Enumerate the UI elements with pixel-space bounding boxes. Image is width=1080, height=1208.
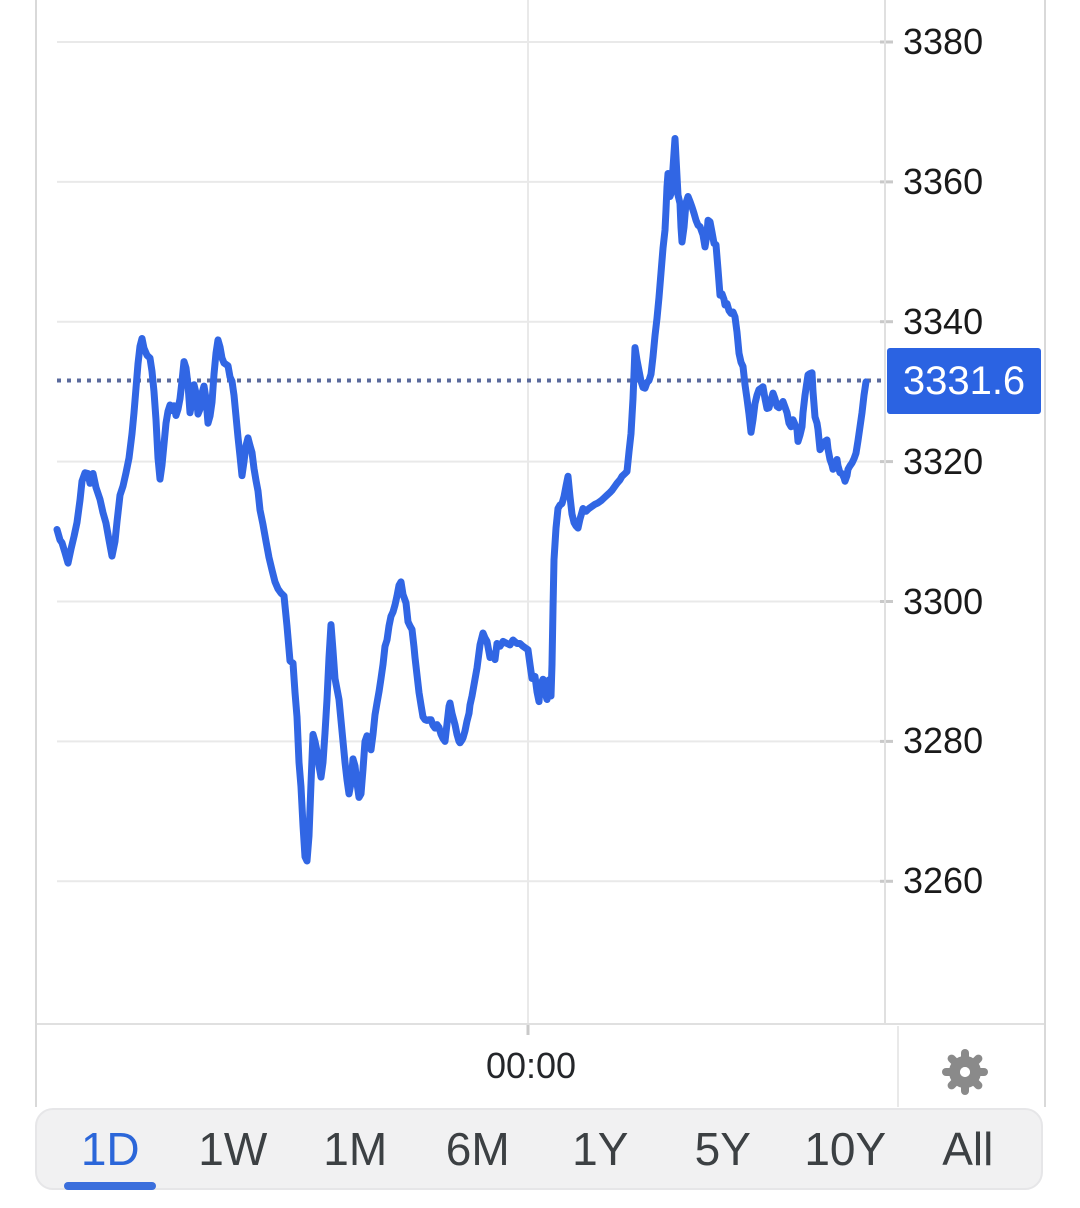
- y-axis-label: 3320: [903, 440, 984, 482]
- gear-icon: [942, 1049, 988, 1095]
- settings-button[interactable]: [941, 1048, 989, 1096]
- tab-1m[interactable]: 1M: [294, 1110, 417, 1188]
- y-axis-label: 3380: [903, 21, 984, 62]
- tab-all[interactable]: All: [907, 1110, 1030, 1188]
- tab-5y[interactable]: 5Y: [662, 1110, 785, 1188]
- tab-1d[interactable]: 1D: [49, 1110, 172, 1190]
- current-price-tag: 3331.6: [887, 348, 1041, 414]
- y-axis-label: 3340: [903, 300, 984, 342]
- current-price-value: 3331.6: [902, 359, 1026, 403]
- tab-1w[interactable]: 1W: [172, 1110, 295, 1188]
- tab-1y[interactable]: 1Y: [539, 1110, 662, 1188]
- tab-10y[interactable]: 10Y: [784, 1110, 907, 1188]
- tab-6m[interactable]: 6M: [417, 1110, 540, 1188]
- active-tab-indicator: [64, 1182, 157, 1190]
- range-tabs: 1D 1W 1M 6M 1Y 5Y 10Y All: [35, 1108, 1043, 1190]
- y-axis-label: 3260: [903, 860, 984, 902]
- y-axis-label: 3300: [903, 580, 984, 622]
- price-line: [53, 135, 870, 865]
- y-axis-label: 3280: [903, 720, 984, 762]
- y-axis-label: 3360: [903, 160, 984, 202]
- x-axis-label: 00:00: [485, 1045, 577, 1086]
